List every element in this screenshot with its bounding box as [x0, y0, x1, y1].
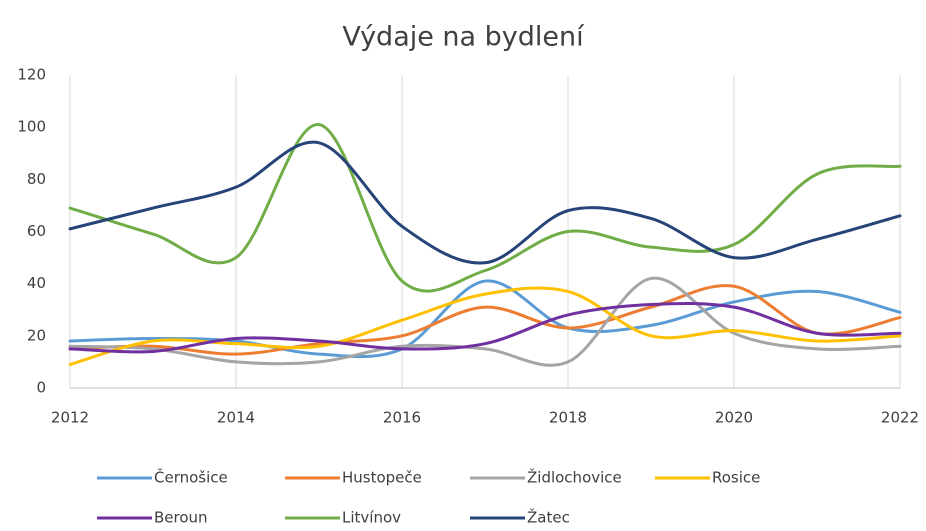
legend-label: Černošice [154, 468, 228, 487]
y-tick-label: 0 [36, 379, 46, 397]
y-tick-label: 40 [27, 274, 46, 292]
x-tick-label: 2020 [715, 409, 753, 427]
legend-label: Rosice [712, 469, 760, 487]
legend-label: Litvínov [342, 509, 401, 527]
y-tick-label: 120 [17, 66, 46, 84]
y-tick-label: 100 [17, 118, 46, 136]
legend-label: Židlochovice [527, 468, 622, 487]
x-tick-label: 2018 [549, 409, 587, 427]
series-line [68, 284, 902, 356]
x-tick-label: 2016 [383, 409, 421, 427]
y-tick-label: 60 [27, 222, 46, 240]
series-line [68, 140, 902, 265]
y-tick-label: 20 [27, 326, 46, 344]
legend-label: Hustopeče [342, 469, 422, 487]
series-line [68, 286, 902, 367]
chart-title: Výdaje na bydlení [342, 22, 585, 53]
series-line [68, 276, 902, 367]
legend-label: Žatec [527, 508, 570, 527]
y-tick-label: 80 [27, 170, 46, 188]
series-line [68, 302, 902, 354]
x-tick-label: 2014 [217, 409, 255, 427]
legend-label: Beroun [154, 509, 208, 527]
x-tick-label: 2012 [51, 409, 89, 427]
series-line [68, 279, 902, 359]
series-line [68, 123, 902, 293]
x-tick-label: 2022 [881, 409, 919, 427]
